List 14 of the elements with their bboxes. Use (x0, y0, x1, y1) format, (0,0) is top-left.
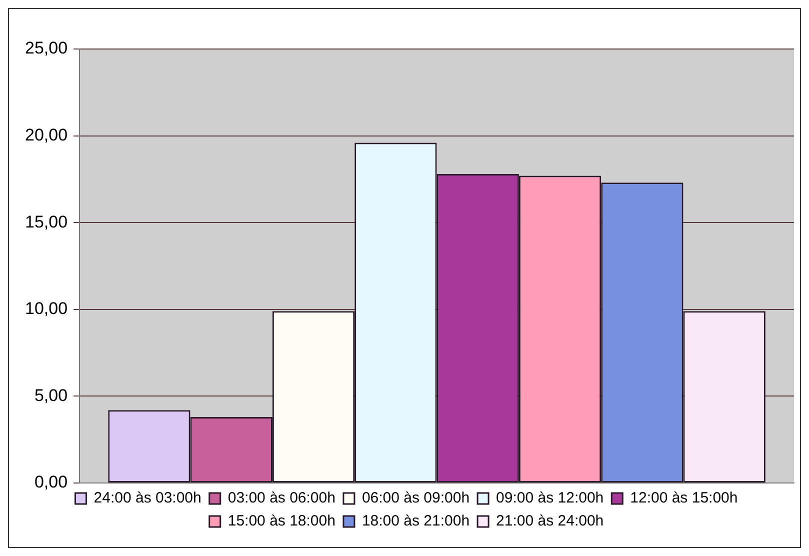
y-tick-label: 20,00 (24, 125, 68, 144)
y-tick-label: 0,00 (34, 472, 68, 492)
y-tick-label: 5,00 (34, 386, 68, 405)
y-tick-label: 15,00 (24, 212, 68, 232)
legend-label: 15:00 às 18:00h (228, 512, 336, 530)
legend-label: 24:00 às 03:00h (94, 490, 202, 507)
legend-label: 09:00 às 12:00h (496, 490, 604, 507)
legend-label: 12:00 às 15:00h (630, 490, 738, 507)
legend-label: 21:00 às 24:00h (496, 512, 604, 530)
y-tick-label: 10,00 (24, 299, 68, 318)
y-tick-label: 25,00 (24, 38, 68, 58)
legend-label: 06:00 às 09:00h (362, 490, 470, 507)
legend-label: 03:00 às 06:00h (228, 490, 336, 507)
legend-label: 18:00 às 21:00h (362, 512, 470, 530)
